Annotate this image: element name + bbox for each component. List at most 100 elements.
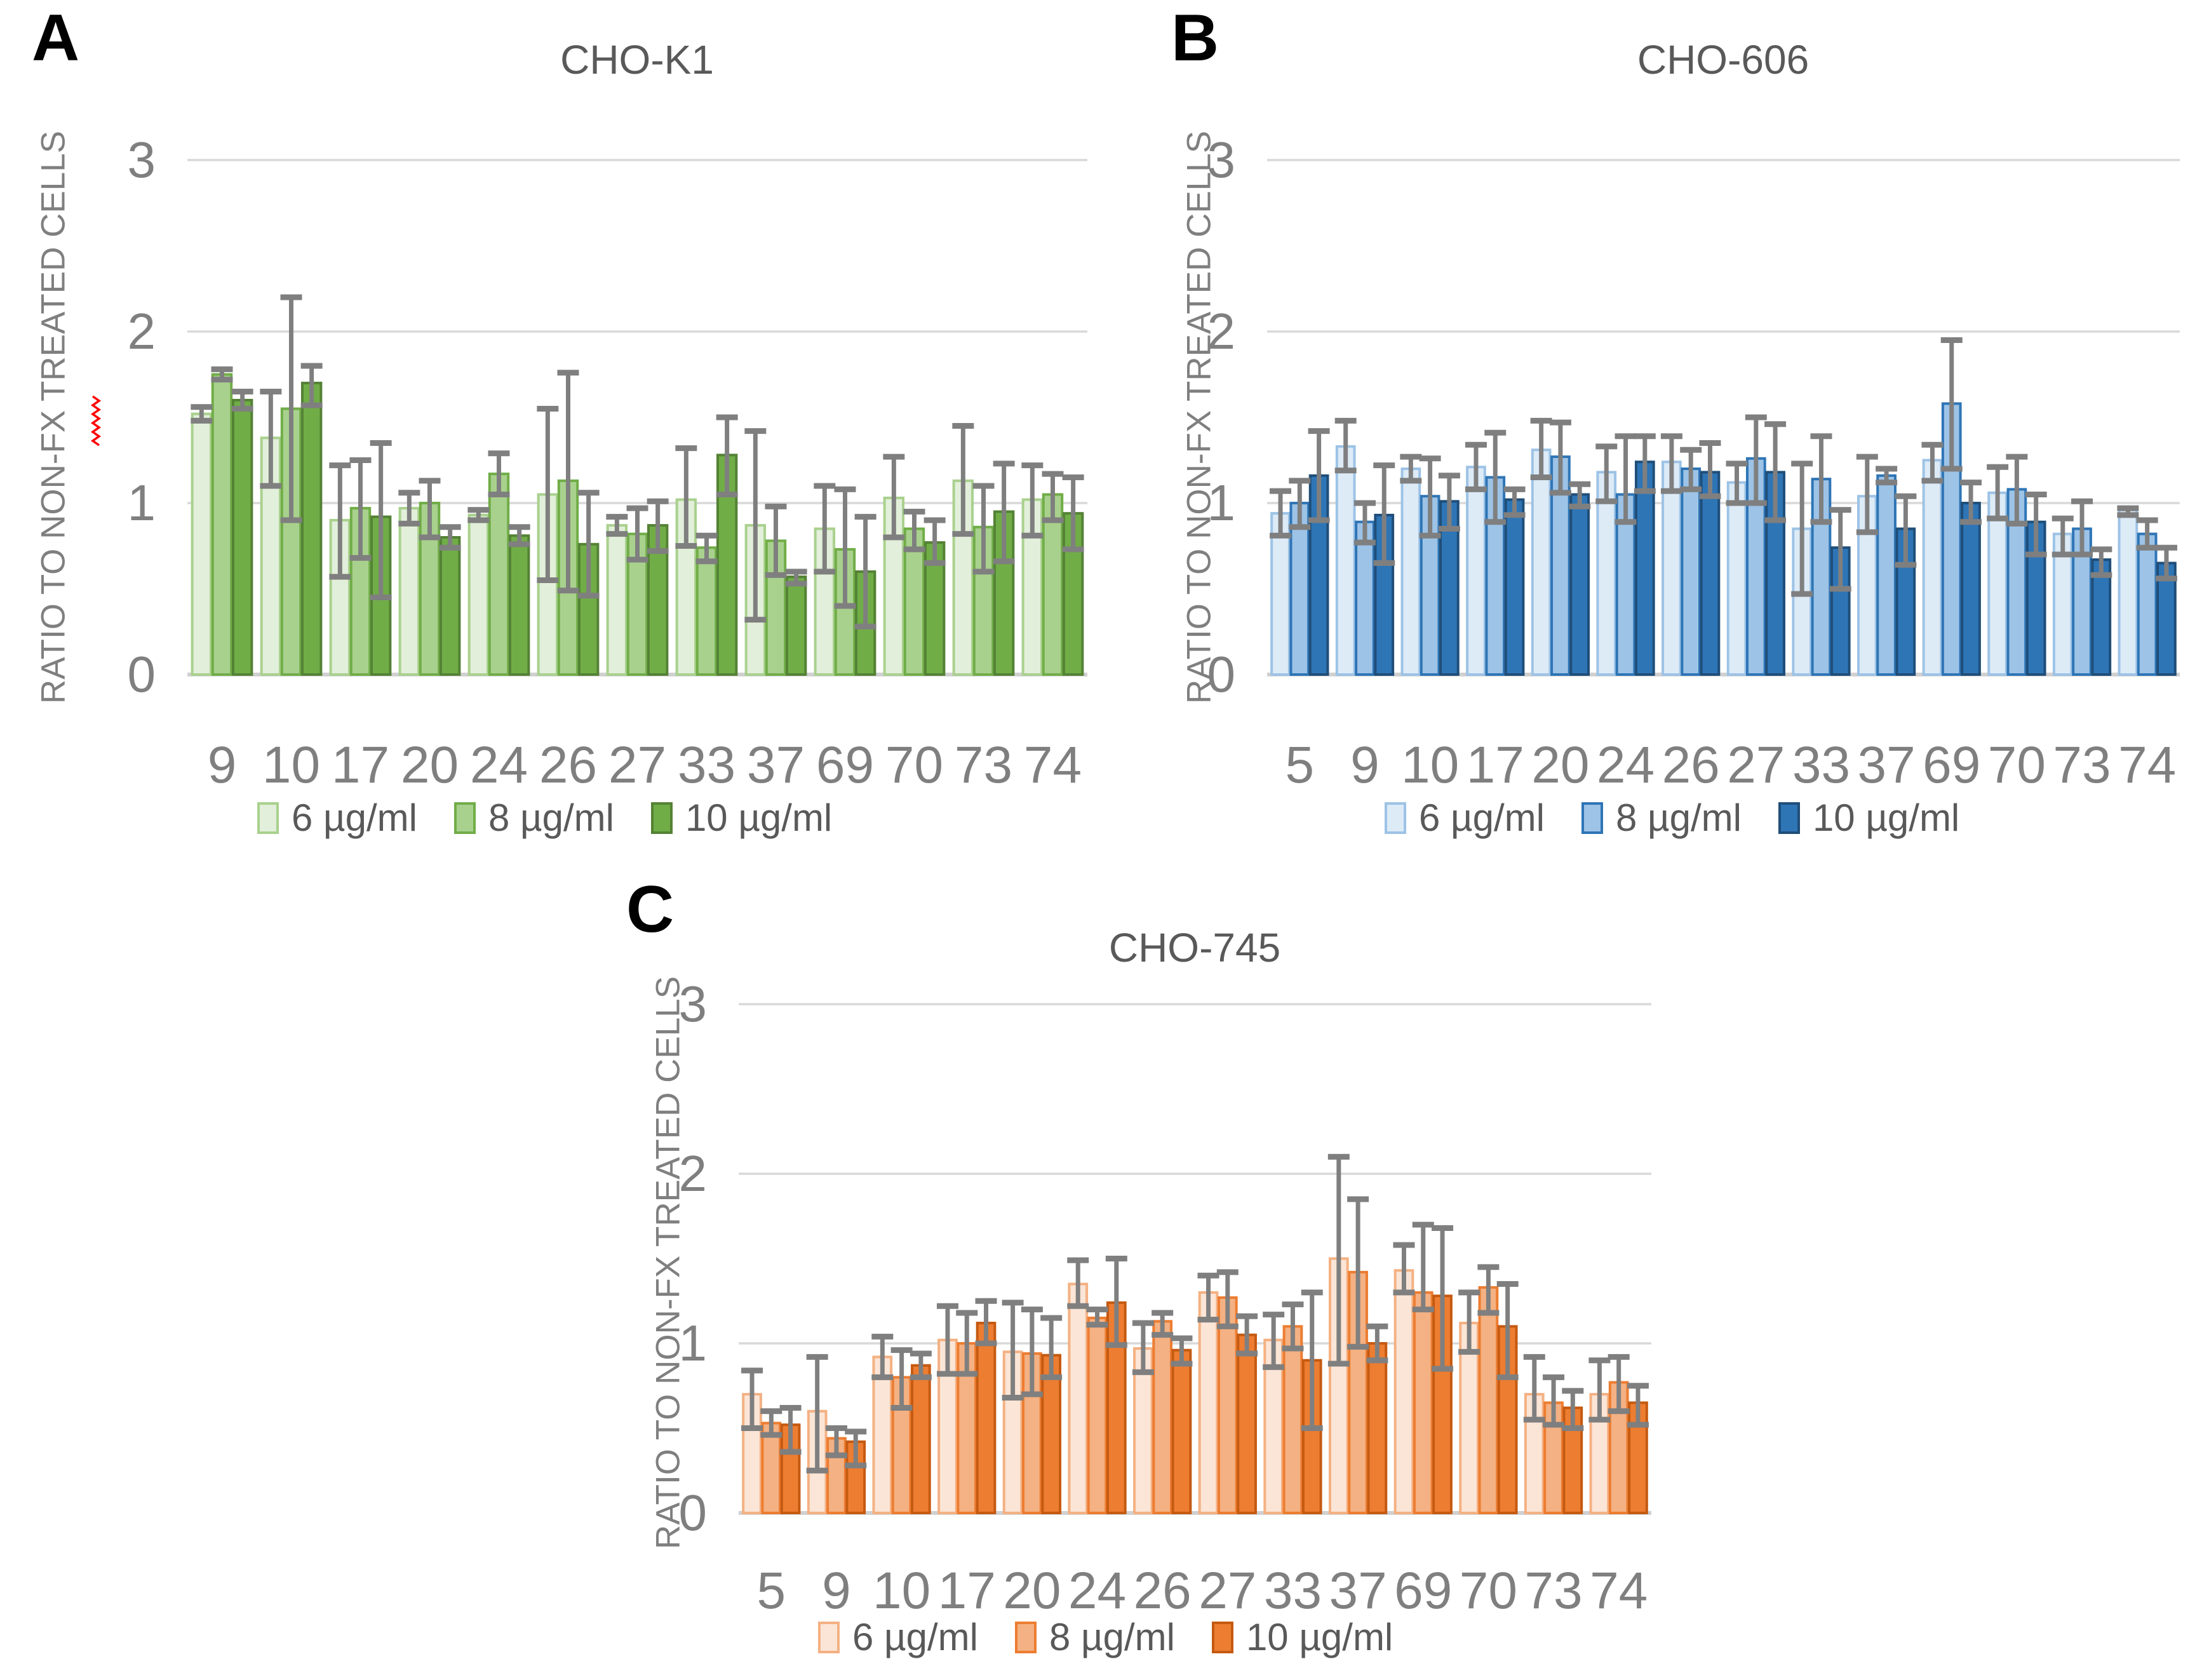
y-tick-label: 2 <box>679 1145 708 1202</box>
legend-label: 10 µg/ml <box>1812 796 1960 839</box>
bar <box>606 524 628 676</box>
legend-item: 6 µg/ml <box>1385 799 1545 837</box>
y-axis-label-c: RATIO TO NON-FX TREATED CELLS <box>649 976 687 1550</box>
bar <box>1400 467 1421 676</box>
bar <box>1961 502 1981 676</box>
bar <box>1198 1291 1219 1515</box>
x-tick-label: 27 <box>1727 736 1785 794</box>
bar <box>191 412 213 676</box>
bar <box>1335 445 1356 676</box>
x-tick-label: 17 <box>332 736 389 794</box>
bar <box>911 1364 931 1514</box>
x-tick-label: 37 <box>747 736 805 794</box>
x-tick-label: 37 <box>1329 1562 1386 1620</box>
bar <box>1367 1342 1388 1514</box>
x-tick-label: 10 <box>873 1562 930 1620</box>
legend-item: 8 µg/ml <box>453 799 614 837</box>
x-tick-label: 20 <box>1531 736 1589 794</box>
x-tick-label: 24 <box>1068 1562 1126 1620</box>
x-tick-label: 73 <box>2053 736 2111 794</box>
x-tick-label: 74 <box>1024 736 1082 794</box>
legend-item: 10 µg/ml <box>1778 799 1959 837</box>
legend-item: 8 µg/ml <box>1014 1616 1175 1658</box>
bar <box>1681 467 1702 676</box>
x-tick-label: 17 <box>938 1562 996 1620</box>
bar <box>1700 471 1721 676</box>
legend-label: 10 µg/ml <box>1246 1616 1393 1658</box>
legend-item: 10 µg/ml <box>1211 1616 1393 1658</box>
legend-label: 6 µg/ml <box>1419 796 1545 839</box>
x-tick-label: 5 <box>757 1562 786 1620</box>
y-tick-label: 0 <box>679 1484 708 1541</box>
bar <box>1301 1359 1322 1514</box>
x-tick-label: 69 <box>1923 736 1980 794</box>
x-tick-label: 74 <box>1590 1562 1648 1620</box>
x-tick-label: 70 <box>1988 736 2046 794</box>
y-tick-label: 0 <box>128 646 156 702</box>
x-tick-label: 10 <box>262 736 320 794</box>
y-axis-label-a: RATIO TO NON-FX TREATED CELLS <box>34 130 72 704</box>
bar <box>1569 493 1590 676</box>
bar <box>872 1355 893 1515</box>
legend-label: 8 µg/ml <box>1049 1616 1175 1658</box>
y-tick-label: 3 <box>679 976 708 1032</box>
bar <box>1282 1325 1303 1515</box>
bar <box>1413 1291 1434 1515</box>
x-tick-label: 70 <box>1460 1562 1517 1620</box>
y-tick-label: 1 <box>1207 474 1236 531</box>
bar <box>2156 561 2177 676</box>
bar <box>467 513 490 676</box>
bar <box>765 539 787 676</box>
legend-label: 6 µg/ml <box>852 1616 978 1658</box>
legend-b: 6 µg/ml 8 µg/ml 10 µg/ml <box>1385 799 1959 837</box>
bar <box>1726 481 1747 676</box>
legend-swatch-icon <box>650 802 673 834</box>
panel-letter-c: C <box>626 873 675 946</box>
x-tick-label: 10 <box>1401 736 1459 794</box>
y-tick-label: 0 <box>1207 646 1236 702</box>
bar <box>439 536 461 676</box>
x-tick-label: 5 <box>1286 736 1315 794</box>
legend-a: 6 µg/ml 8 µg/ml 10 µg/ml <box>257 799 832 837</box>
x-tick-label: 73 <box>1524 1562 1582 1620</box>
bar <box>1478 1286 1499 1514</box>
bar <box>1634 460 1655 676</box>
bar <box>398 507 420 676</box>
spellcheck-squiggle-icon <box>90 395 102 447</box>
bar <box>785 575 807 676</box>
legend-c: 6 µg/ml 8 µg/ml 10 µg/ml <box>818 1618 1393 1656</box>
legend-label: 6 µg/ml <box>292 796 417 839</box>
bar <box>1152 1320 1173 1515</box>
bar <box>976 1321 997 1514</box>
legend-item: 8 µg/ml <box>1581 799 1742 837</box>
panel-letter-b: B <box>1171 1 1219 75</box>
x-tick-label: 20 <box>1003 1562 1061 1620</box>
x-tick-label: 73 <box>955 736 1012 794</box>
bar <box>1068 1282 1089 1515</box>
x-tick-label: 24 <box>1597 736 1655 794</box>
x-tick-label: 17 <box>1467 736 1524 794</box>
y-axis-label-b: RATIO TO NON-FX TREATED CELLS <box>1180 130 1218 704</box>
y-tick-label: 1 <box>679 1315 708 1371</box>
legend-swatch-icon <box>1211 1622 1233 1653</box>
legend-item: 10 µg/ml <box>650 799 832 837</box>
bar <box>1237 1333 1257 1514</box>
legend-swatch-icon <box>453 802 476 834</box>
y-tick-label: 2 <box>128 303 156 360</box>
x-tick-label: 74 <box>2118 736 2176 794</box>
x-tick-label: 26 <box>539 736 597 794</box>
x-tick-label: 37 <box>1857 736 1915 794</box>
x-tick-label: 20 <box>401 736 459 794</box>
chart-title-cho-k1: CHO-K1 <box>560 37 714 83</box>
bar <box>1466 466 1486 676</box>
bar <box>211 373 233 676</box>
x-tick-label: 33 <box>1792 736 1850 794</box>
bar <box>2091 558 2112 676</box>
bar <box>2118 508 2138 676</box>
x-tick-label: 33 <box>1264 1562 1322 1620</box>
bar <box>231 399 253 676</box>
bar <box>508 534 530 676</box>
chart-title-cho-745: CHO-745 <box>1108 925 1281 971</box>
bar <box>2137 532 2158 676</box>
x-tick-label: 26 <box>1134 1562 1192 1620</box>
